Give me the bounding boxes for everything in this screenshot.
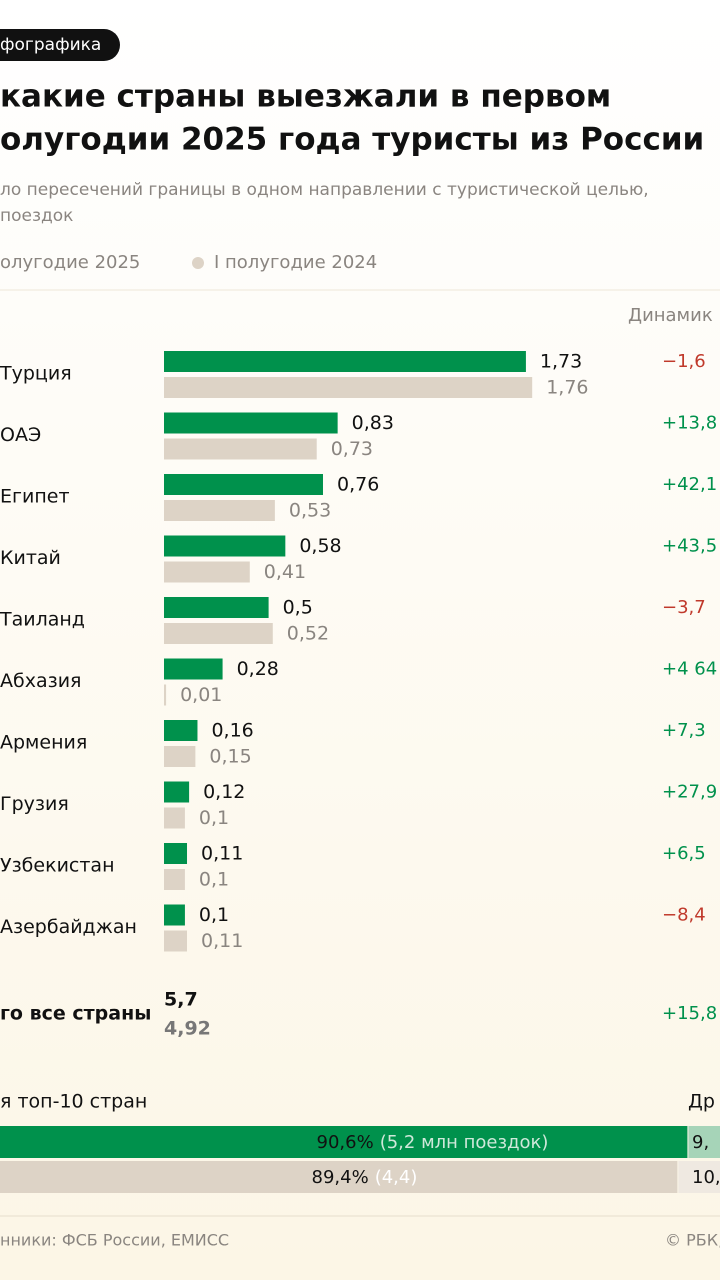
value-label: 0,11 xyxy=(201,843,243,865)
bar xyxy=(164,351,526,372)
source: нники: ФСБ России, ЕМИСС xyxy=(0,1231,229,1250)
value-label: 0,1 xyxy=(199,904,229,926)
bar xyxy=(164,561,250,583)
category-label: Узбекистан xyxy=(0,855,115,877)
dynamics-value: +7,3 xyxy=(662,720,706,741)
category-label: Азербайджан xyxy=(0,916,137,938)
subtitle: ло пересечений границы в одном направлен… xyxy=(0,180,649,200)
value-label: 0,53 xyxy=(289,500,331,522)
bar xyxy=(164,438,317,460)
value-label: 0,52 xyxy=(287,623,329,645)
category-label: Египет xyxy=(0,486,70,508)
value-label: 0,1 xyxy=(199,807,229,829)
total-value: 5,7 xyxy=(164,989,198,1011)
tag: фографика xyxy=(0,35,101,55)
legend-marker xyxy=(192,257,204,269)
share-note: (5,2 млн поездок) xyxy=(380,1132,549,1153)
bar xyxy=(164,746,196,767)
share-note: (4,4) xyxy=(375,1167,418,1188)
legend-label: I полугодие 2024 xyxy=(214,252,377,273)
dynamics-value: +13,8 xyxy=(662,413,717,434)
bar xyxy=(164,843,188,864)
category-label: Армения xyxy=(0,732,87,754)
value-label: 0,15 xyxy=(209,746,251,768)
dynamics-value: −3,7 xyxy=(662,597,706,618)
share-other-bar xyxy=(688,1126,720,1158)
value-label: 0,73 xyxy=(331,438,373,460)
dynamics-value: +42,1 xyxy=(662,474,717,495)
bar xyxy=(164,658,223,680)
value-label: 1,73 xyxy=(540,351,582,373)
value-label: 0,16 xyxy=(211,720,253,742)
category-label: Абхазия xyxy=(0,670,81,692)
share-other-bar xyxy=(678,1161,720,1193)
share-label: 89,4% xyxy=(312,1167,369,1188)
bar xyxy=(164,474,323,495)
legend-label: олугодие 2025 xyxy=(0,252,140,273)
share-bar xyxy=(0,1161,678,1193)
value-label: 0,5 xyxy=(283,597,313,619)
value-label: 0,76 xyxy=(337,474,379,496)
value-label: 0,28 xyxy=(237,658,279,680)
bar xyxy=(164,597,269,618)
category-label: Грузия xyxy=(0,793,69,815)
total-value: 4,92 xyxy=(164,1018,211,1040)
value-label: 0,01 xyxy=(180,684,222,706)
category-label: Турция xyxy=(0,363,72,385)
category-label: Китай xyxy=(0,547,61,569)
value-label: 0,58 xyxy=(299,535,341,557)
bar xyxy=(164,535,286,557)
share-bar xyxy=(0,1126,688,1158)
dynamics-value: +4 64 xyxy=(662,659,717,680)
value-label: 0,12 xyxy=(203,781,245,803)
total-dynamics: +15,8 xyxy=(662,1003,717,1024)
bar xyxy=(164,500,275,521)
dynamics-header: Динамик xyxy=(628,305,713,326)
category-label: Таиланд xyxy=(0,609,85,631)
value-label: 0,1 xyxy=(199,869,229,891)
credit: © РБК, xyxy=(665,1231,720,1250)
dynamics-value: +6,5 xyxy=(662,843,706,864)
bar xyxy=(164,930,188,952)
bar xyxy=(164,412,338,434)
dynamics-value: +27,9 xyxy=(662,782,717,803)
bar xyxy=(164,781,190,803)
dynamics-value: −1,6 xyxy=(662,351,706,372)
share-label: 90,6% xyxy=(317,1132,374,1153)
bar xyxy=(164,869,185,890)
share-other-label: 10, xyxy=(692,1167,720,1188)
title: олугодии 2025 года туристы из России xyxy=(0,122,704,158)
bar xyxy=(164,720,198,741)
tag-pill xyxy=(0,29,120,61)
bar xyxy=(164,684,167,706)
share-title: я топ-10 стран xyxy=(0,1091,147,1113)
value-label: 0,11 xyxy=(201,930,243,952)
bar xyxy=(164,904,185,926)
bar xyxy=(164,623,273,644)
title: какие страны выезжали в первом xyxy=(0,79,611,115)
dynamics-value: −8,4 xyxy=(662,905,706,926)
bar xyxy=(164,807,185,829)
value-label: 1,76 xyxy=(546,377,588,399)
dynamics-value: +43,5 xyxy=(662,536,717,557)
value-label: 0,41 xyxy=(264,561,306,583)
total-label: го все страны xyxy=(0,1003,151,1025)
share-other-label: 9, xyxy=(692,1132,709,1153)
value-label: 0,83 xyxy=(352,412,394,434)
subtitle: поездок xyxy=(0,206,73,226)
category-label: ОАЭ xyxy=(0,424,41,446)
share-other-title: Др xyxy=(688,1091,715,1113)
bar xyxy=(164,377,533,398)
